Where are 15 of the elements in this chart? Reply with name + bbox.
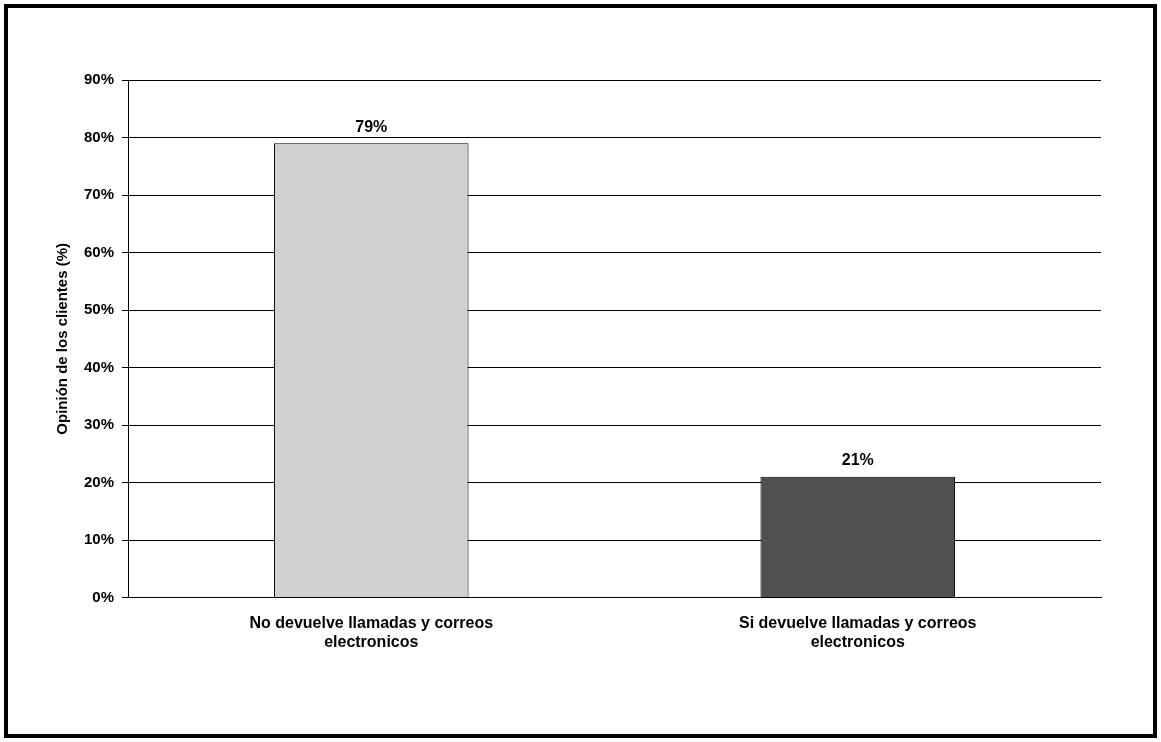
y-tick-label: 0%: [92, 587, 115, 605]
x-tick-label: Si devuelve llamadas y correos electronicos: [739, 613, 977, 650]
y-tick-label: 80%: [83, 127, 115, 145]
data-label: 79%: [355, 117, 388, 135]
data-label: 21%: [841, 451, 874, 469]
y-tick-label: 70%: [83, 185, 115, 203]
y-tick-label: 20%: [83, 472, 115, 490]
y-tick-label: 50%: [83, 300, 115, 318]
x-tick-label: No devuelve llamadas y correos electronicos: [249, 613, 494, 650]
y-tick-label: 10%: [83, 530, 115, 548]
y-axis-title: Opinión de los clientes (%): [53, 242, 71, 435]
y-tick-label: 40%: [83, 357, 115, 375]
y-tick-label: 60%: [83, 242, 115, 260]
y-tick-label: 90%: [83, 70, 115, 88]
y-tick-label: 30%: [83, 415, 115, 433]
